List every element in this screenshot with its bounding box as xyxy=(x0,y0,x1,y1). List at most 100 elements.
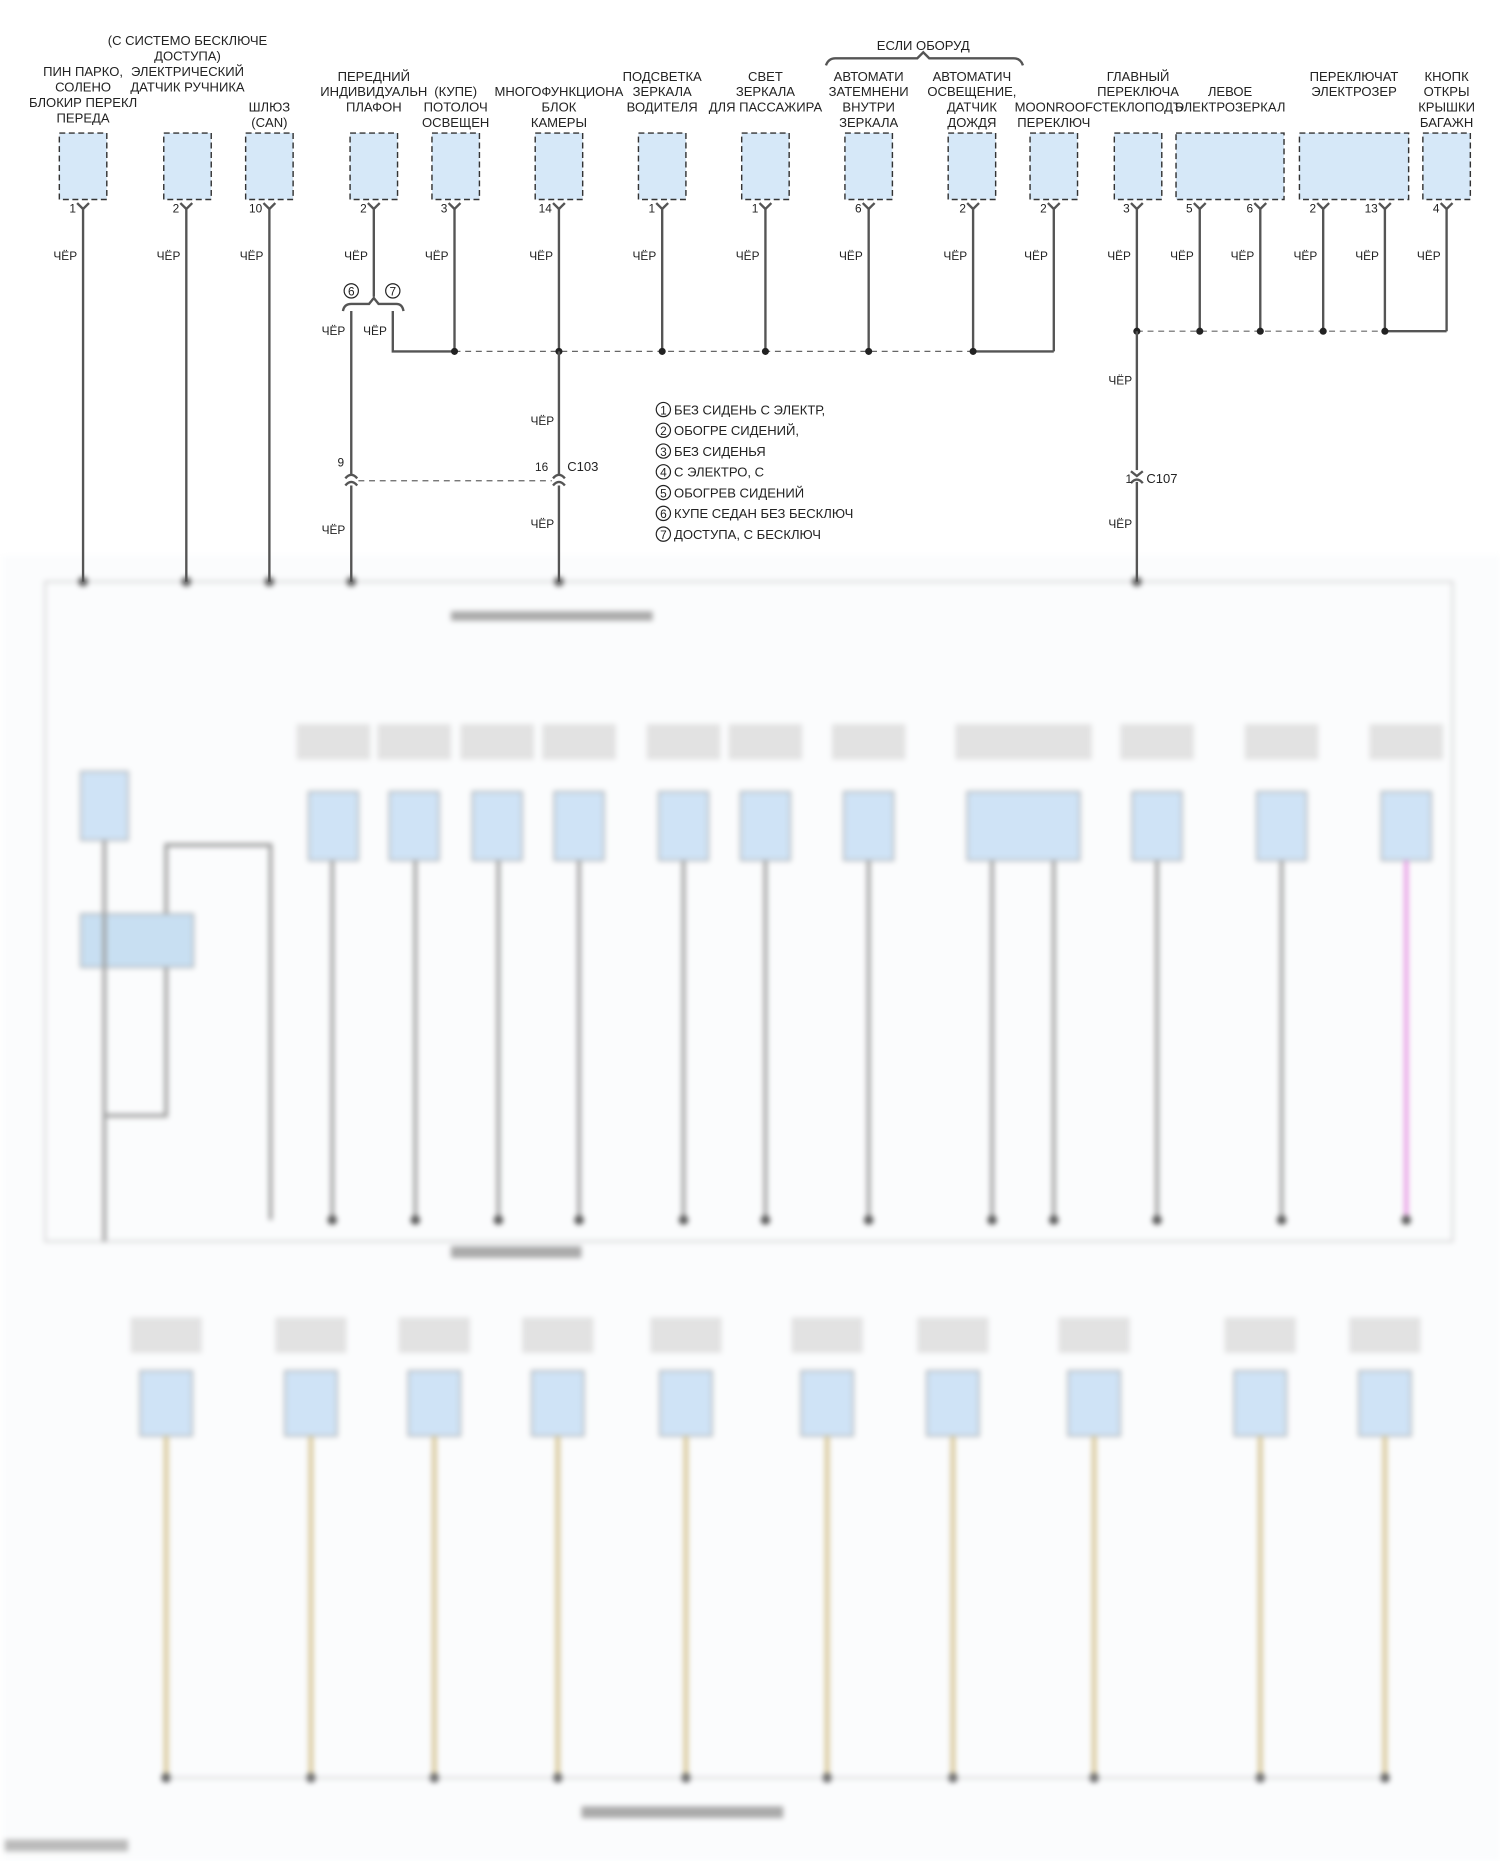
component-label: КАМЕРЫ xyxy=(531,115,587,130)
pin-terminal-icon xyxy=(1439,202,1454,211)
pin-number: 2 xyxy=(1040,202,1047,216)
legend-marker xyxy=(655,422,672,439)
component-label: ПИН ПАРКО, xyxy=(43,64,123,79)
connector-icon xyxy=(344,473,359,487)
component-label: ГЛАВНЫЙ xyxy=(1107,69,1170,84)
component-label: (CAN) xyxy=(251,115,287,130)
legend-number: 2 xyxy=(660,424,667,438)
component-box[interactable] xyxy=(740,132,790,201)
pin-number: 2 xyxy=(360,202,367,216)
pin-terminal-icon xyxy=(1130,202,1144,211)
component-box[interactable] xyxy=(58,132,108,201)
component-box[interactable] xyxy=(244,132,294,201)
pin-terminal-icon xyxy=(1047,202,1061,211)
connector-name: C107 xyxy=(1146,471,1177,486)
pin-number: 10 xyxy=(249,202,263,216)
component-label: ДОЖДЯ xyxy=(947,115,996,130)
component-box[interactable] xyxy=(163,132,212,201)
component-label: ПОТОЛОЧ xyxy=(424,100,488,115)
component-label: ЗАТЕМНЕНИ xyxy=(829,84,909,99)
splice-point xyxy=(1319,327,1327,335)
component-box[interactable] xyxy=(844,132,894,201)
component-box[interactable] xyxy=(947,132,997,201)
connector-name: C103 xyxy=(567,459,598,474)
legend-text: БЕЗ СИДЕНЬЯ xyxy=(674,444,766,459)
pin-terminal-icon xyxy=(861,202,876,211)
splice-point xyxy=(865,347,873,355)
wire-color-label: ЧЁР xyxy=(943,249,967,263)
pin-number: 1 xyxy=(648,202,655,216)
component-label: ДАТЧИК РУЧНИКА xyxy=(130,79,245,94)
component-box[interactable] xyxy=(349,132,399,201)
component-label: БЛОКИР ПЕРЕКЛ xyxy=(29,95,137,110)
connector-pin: 16 xyxy=(535,460,549,474)
component-label: ПЕРЕКЛЮЧА xyxy=(1097,84,1179,99)
pin-number: 14 xyxy=(539,202,553,216)
wire-color-label: ЧЁР xyxy=(530,517,554,531)
pin-number: 4 xyxy=(1433,202,1440,216)
splice-point xyxy=(1381,327,1389,335)
component-label: ЗЕРКАЛА xyxy=(736,84,795,99)
wire-color-label: ЧЁР xyxy=(1108,374,1132,388)
component-label: ЭЛЕКТРОЗЕРКАЛ xyxy=(1175,100,1286,115)
legend-number: 5 xyxy=(660,486,667,500)
component-box[interactable] xyxy=(637,132,687,201)
wire-color-label: ЧЁР xyxy=(344,249,368,263)
component-box[interactable] xyxy=(534,132,584,201)
legend-number: 3 xyxy=(660,445,667,459)
splice-point xyxy=(761,347,769,355)
connector-icon xyxy=(1130,470,1144,484)
component-label: ДОСТУПА) xyxy=(154,49,221,64)
component-label: ПЕРЕДНИЙ xyxy=(338,69,411,84)
pin-terminal-icon xyxy=(367,202,381,211)
component-label: МНОГОФУНКЦИОНА xyxy=(495,84,624,99)
component-label: ДЛЯ ПАССАЖИРА xyxy=(709,100,823,115)
component-box[interactable] xyxy=(1175,132,1285,201)
pin-terminal-icon xyxy=(76,202,90,211)
component-box[interactable] xyxy=(1298,132,1410,201)
legend-marker xyxy=(655,443,672,459)
component-label: СОЛЕНО xyxy=(55,79,111,94)
pin-number: 5 xyxy=(1186,202,1193,216)
condition-label: ЕСЛИ ОБОРУД xyxy=(877,38,970,53)
component-label: СТЕКЛОПОДЪ xyxy=(1093,100,1183,115)
component-box[interactable] xyxy=(431,132,481,201)
legend-text: КУПЕ СЕДАН БЕЗ БЕСКЛЮЧ xyxy=(674,506,853,521)
legend-marker xyxy=(655,464,672,480)
wire-color-label: ЧЁР xyxy=(1417,249,1441,263)
component-2: (С СИСТЕМО БЕСКЛЮЧЕДОСТУПА)ЭЛЕКТРИЧЕСКИЙ… xyxy=(108,33,268,582)
pin-terminal-icon xyxy=(655,202,669,211)
component-label: ЗЕРКАЛА xyxy=(839,115,898,130)
component-box[interactable] xyxy=(1113,132,1163,201)
component-3: ШЛЮЗ(CAN) 10 ЧЁР xyxy=(240,100,294,582)
wire-color-label: ЧЁР xyxy=(1355,249,1379,263)
component-label: ЗЕРКАЛА xyxy=(633,84,692,99)
component-label: ЭЛЕКТРОЗЕР xyxy=(1311,84,1397,99)
pin-number: 1 xyxy=(69,202,76,216)
component-label: КНОПК xyxy=(1425,69,1470,84)
wire-color-label: ЧЁР xyxy=(1107,249,1131,263)
legend-marker xyxy=(655,505,672,522)
pin-terminal-icon xyxy=(1378,202,1392,211)
legend-marker xyxy=(655,526,672,542)
pin-terminal-icon xyxy=(758,202,773,211)
wire-color-label: ЧЁР xyxy=(1170,249,1194,263)
component-box[interactable] xyxy=(1029,132,1079,201)
wire-color-label: ЧЁР xyxy=(157,249,181,263)
component-label: ОСВЕЩЕН xyxy=(422,115,489,130)
component-label: (КУПЕ) xyxy=(434,84,477,99)
legend-number: 1 xyxy=(660,403,667,417)
component-label: ЛЕВОЕ xyxy=(1208,84,1253,99)
pin-number: 6 xyxy=(1247,202,1254,216)
component-box[interactable] xyxy=(1422,132,1472,201)
connector-gap xyxy=(551,474,567,486)
pin-terminal-icon xyxy=(1192,202,1207,211)
legend-text: БЕЗ СИДЕНЬ С ЭЛЕКТР, xyxy=(674,402,825,417)
